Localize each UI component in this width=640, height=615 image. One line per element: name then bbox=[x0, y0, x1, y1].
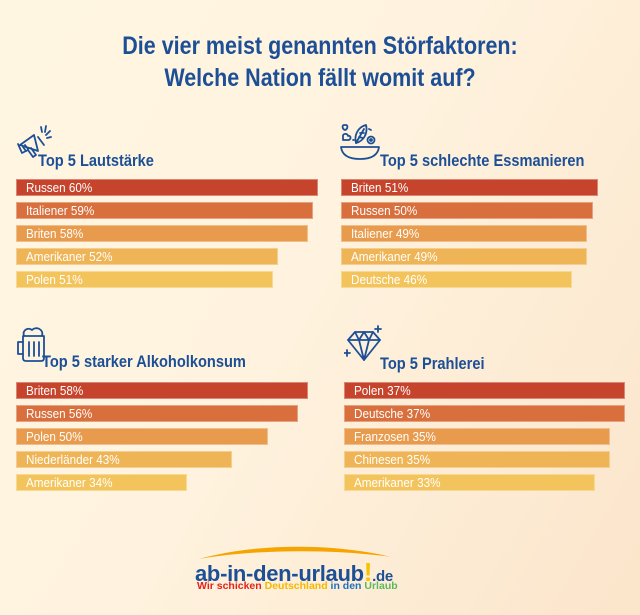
bar-russen: Russen 60% bbox=[16, 179, 318, 196]
bar-label: Amerikaner 33% bbox=[354, 475, 441, 490]
bar-niederländer: Niederländer 43% bbox=[16, 451, 232, 468]
panel-lautstaerke: Top 5 Lautstärke Russen 60% Italiener 59%… bbox=[0, 115, 320, 315]
logo-tagline: Wir schicken Deutschland in den Urlaub bbox=[197, 580, 398, 592]
logo-main-text: ab-in-den-urlaub bbox=[195, 561, 364, 586]
beer-mug-icon bbox=[17, 327, 45, 362]
bar-deutsche: Deutsche 37% bbox=[344, 405, 625, 422]
bar-label: Briten 51% bbox=[351, 180, 409, 195]
tagline-part: Deutschland bbox=[264, 580, 331, 592]
bar-label: Amerikaner 34% bbox=[26, 475, 113, 490]
bar-label: Polen 50% bbox=[26, 429, 83, 444]
bar-amerikaner: Amerikaner 33% bbox=[344, 474, 595, 491]
logo-wordmark: ab-in-den-urlaub!.de bbox=[195, 557, 393, 588]
bar-italiener: Italiener 49% bbox=[341, 225, 587, 242]
logo-tld: .de bbox=[372, 568, 393, 585]
bar-polen: Polen 50% bbox=[16, 428, 268, 445]
bar-amerikaner: Amerikaner 49% bbox=[341, 248, 587, 265]
salad-bowl-icon bbox=[340, 124, 380, 160]
bar-label: Chinesen 35% bbox=[354, 452, 431, 467]
bar-italiener: Italiener 59% bbox=[16, 202, 313, 219]
bar-label: Deutsche 46% bbox=[351, 272, 428, 287]
bar-label: Briten 58% bbox=[26, 226, 84, 241]
title-line-1: Die vier meist genannten Störfaktoren: bbox=[122, 32, 518, 60]
bar-label: Niederländer 43% bbox=[26, 452, 120, 467]
megaphone-icon bbox=[17, 125, 52, 158]
diamond-icon bbox=[344, 325, 382, 361]
tagline-part: Wir schicken bbox=[197, 580, 265, 592]
logo-exclamation: ! bbox=[363, 557, 373, 587]
bar-russen: Russen 56% bbox=[16, 405, 298, 422]
bar-polen: Polen 51% bbox=[16, 271, 273, 288]
bar-label: Deutsche 37% bbox=[354, 406, 431, 421]
page-title: Die vier meist genannten Störfaktoren: W… bbox=[45, 30, 595, 94]
title-line-2: Welche Nation fällt womit auf? bbox=[164, 64, 476, 92]
bar-label: Russen 60% bbox=[26, 180, 93, 195]
bar-briten: Briten 58% bbox=[16, 225, 308, 242]
bar-russen: Russen 50% bbox=[341, 202, 593, 219]
bar-briten: Briten 51% bbox=[341, 179, 598, 196]
bar-label: Briten 58% bbox=[26, 383, 84, 398]
bar-amerikaner: Amerikaner 34% bbox=[16, 474, 187, 491]
panel-title: Top 5 Lautstärke bbox=[38, 151, 154, 170]
panel-title: Top 5 Prahlerei bbox=[380, 354, 485, 373]
bar-label: Franzosen 35% bbox=[354, 429, 436, 444]
bar-label: Italiener 49% bbox=[351, 226, 420, 241]
brand-logo: ab-in-den-urlaub!.de Wir schicken Deutsc… bbox=[195, 545, 455, 595]
bar-label: Amerikaner 52% bbox=[26, 249, 113, 264]
panel-essmanieren: Top 5 schlechte Essmanieren Briten 51% Ru… bbox=[320, 115, 640, 315]
panel-prahlerei: Top 5 Prahlerei Polen 37% Deutsche 37% Fra… bbox=[320, 318, 640, 518]
bar-label: Italiener 59% bbox=[26, 203, 95, 218]
panel-title: Top 5 starker Alkoholkonsum bbox=[42, 352, 246, 371]
bar-label: Polen 37% bbox=[354, 383, 411, 398]
tagline-part: Urlaub bbox=[364, 580, 398, 592]
tagline-part: in den bbox=[330, 580, 365, 592]
panel-alkoholkonsum: Top 5 starker Alkoholkonsum Briten 58% Ru… bbox=[0, 318, 320, 518]
bar-label: Russen 50% bbox=[351, 203, 418, 218]
bar-chinesen: Chinesen 35% bbox=[344, 451, 610, 468]
bar-polen: Polen 37% bbox=[344, 382, 625, 399]
logo-swoosh-icon bbox=[199, 546, 391, 559]
panel-title: Top 5 schlechte Essmanieren bbox=[380, 151, 585, 170]
bar-label: Polen 51% bbox=[26, 272, 83, 287]
bar-deutsche: Deutsche 46% bbox=[341, 271, 572, 288]
bar-briten: Briten 58% bbox=[16, 382, 308, 399]
bar-label: Amerikaner 49% bbox=[351, 249, 438, 264]
bar-franzosen: Franzosen 35% bbox=[344, 428, 610, 445]
bar-amerikaner: Amerikaner 52% bbox=[16, 248, 278, 265]
bar-label: Russen 56% bbox=[26, 406, 93, 421]
